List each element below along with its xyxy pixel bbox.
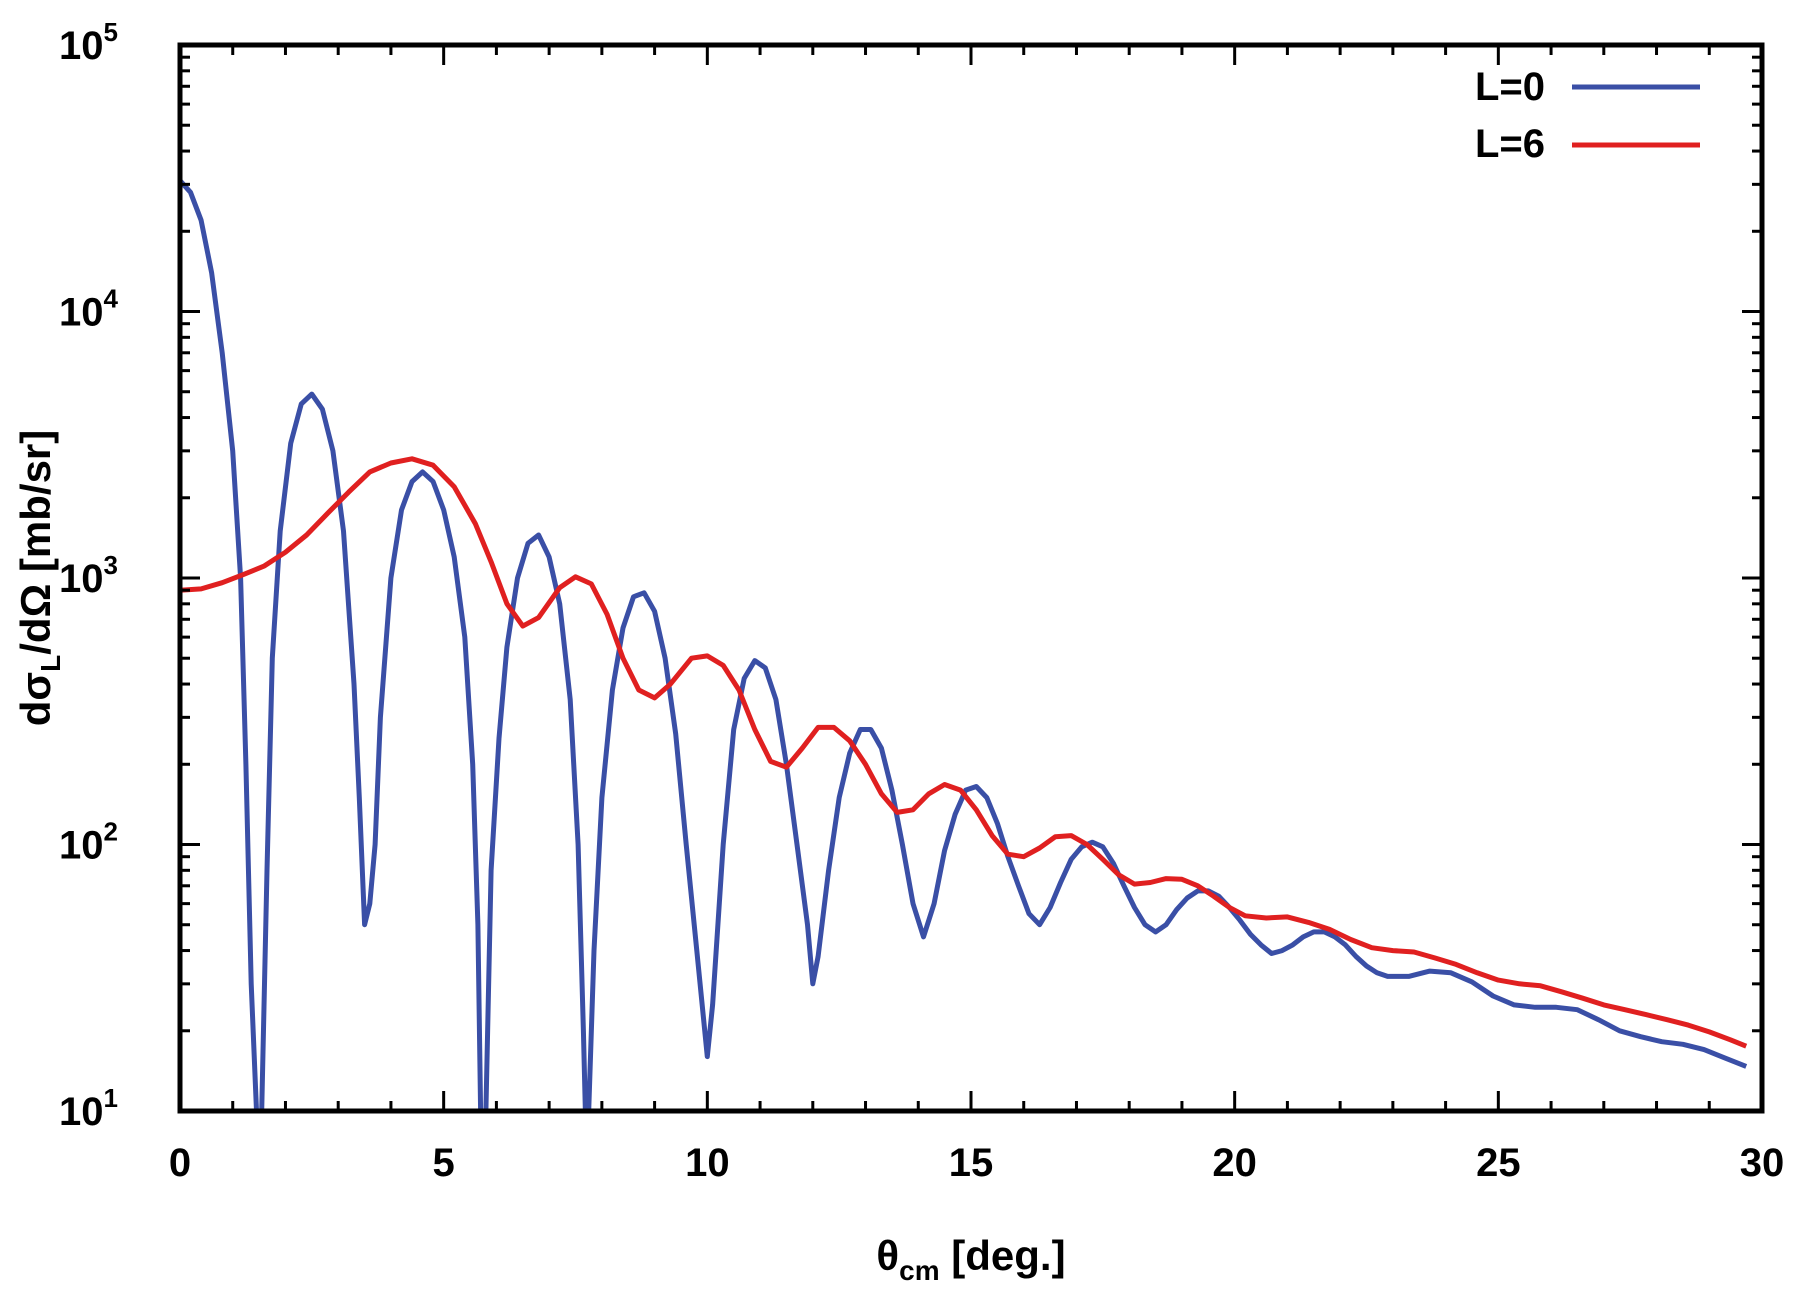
y-tick-exp-2: 3 [104, 550, 118, 580]
y-tick-exp-0: 1 [104, 1083, 118, 1113]
legend-label-1: L=6 [1475, 122, 1545, 166]
series-line-0 [180, 178, 1748, 1111]
ticks-layer [178, 43, 1764, 1113]
plot-frame [177, 42, 1765, 1114]
y-tick-label-2: 103 [59, 550, 118, 601]
y-tick-base-2: 10 [59, 557, 104, 601]
legend-label-0: L=0 [1475, 65, 1545, 109]
y-tick-exp-1: 2 [104, 817, 118, 847]
y-tick-base-3: 10 [59, 291, 104, 335]
y-tick-base-1: 10 [59, 824, 104, 868]
y-tick-base-0: 10 [59, 1090, 104, 1134]
x-axis-title-sub: cm [899, 1255, 939, 1286]
x-tick-label-1: 5 [433, 1141, 455, 1185]
y-axis-title-pre: dσ [12, 672, 59, 726]
series-line-1 [180, 456, 1748, 1049]
y-tick-label-3: 104 [59, 284, 119, 335]
y-tick-base-4: 10 [59, 24, 104, 68]
x-axis-title-main: θ [876, 1232, 899, 1279]
y-axis-title: dσL/dΩ [mb/sr] [12, 430, 66, 727]
x-tick-label-6: 30 [1740, 1141, 1785, 1185]
y-axis-title-sub: L [35, 655, 66, 672]
series-layer [180, 178, 1748, 1111]
y-axis-title-rest: /dΩ [mb/sr] [12, 430, 59, 655]
legend: L=0 L=6 [1475, 65, 1700, 166]
x-axis-title-rest: [deg.] [940, 1232, 1066, 1279]
x-axis-title: θcm [deg.] [876, 1232, 1065, 1286]
y-tick-exp-4: 5 [104, 17, 118, 47]
y-tick-label-0: 101 [59, 1083, 118, 1134]
y-tick-exp-3: 4 [104, 284, 119, 314]
x-tick-label-4: 20 [1212, 1141, 1257, 1185]
y-tick-label-4: 105 [59, 17, 118, 68]
x-tick-label-0: 0 [169, 1141, 191, 1185]
x-tick-label-5: 25 [1476, 1141, 1521, 1185]
x-tick-label-3: 15 [949, 1141, 994, 1185]
y-tick-label-1: 102 [59, 817, 118, 868]
x-tick-label-2: 10 [685, 1141, 730, 1185]
